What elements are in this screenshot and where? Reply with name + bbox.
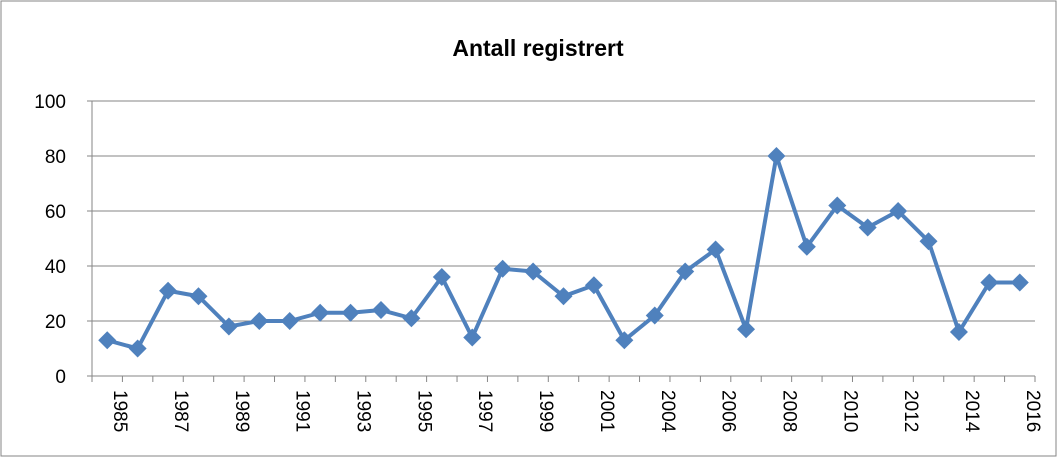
chart-title: Antall registrert [452, 35, 624, 61]
marker [189, 287, 208, 306]
x-tick-label: 2012 [900, 390, 921, 432]
marker [980, 273, 999, 292]
y-tick-label: 0 [55, 367, 66, 388]
marker [128, 339, 147, 358]
marker [280, 312, 299, 330]
y-tick-label: 40 [45, 257, 66, 278]
marker [1010, 273, 1029, 292]
y-tick-label: 100 [34, 92, 66, 113]
x-tick-label: 1989 [231, 390, 252, 432]
marker [250, 312, 269, 330]
marker [371, 301, 390, 319]
x-tick-label: 2006 [718, 390, 739, 432]
marker [615, 331, 634, 350]
marker [98, 331, 117, 350]
marker [402, 309, 421, 328]
x-tick-label: 2004 [657, 390, 678, 433]
y-tick-label: 20 [45, 312, 66, 333]
marker [493, 259, 512, 278]
x-tick-label: 1985 [109, 390, 130, 432]
y-tick-label: 60 [45, 202, 66, 223]
x-tick-label: 2008 [778, 390, 799, 432]
x-tick-label: 2014 [961, 390, 982, 433]
marker [949, 323, 968, 341]
marker [219, 317, 238, 336]
marker [919, 232, 938, 251]
marker [524, 262, 543, 281]
x-tick-label: 1999 [535, 390, 556, 432]
x-tick-label: 2010 [839, 390, 860, 432]
x-tick-label: 1993 [353, 390, 374, 432]
x-tick-label: 1987 [170, 390, 191, 432]
x-tick-label: 1995 [413, 390, 434, 432]
marker [645, 306, 664, 325]
marker [159, 281, 178, 300]
marker [828, 196, 847, 215]
marker [311, 303, 330, 322]
x-tick-label: 1997 [474, 390, 495, 432]
y-tick-label: 80 [45, 147, 66, 168]
marker [706, 240, 725, 259]
marker [584, 276, 603, 295]
marker [432, 268, 451, 286]
marker [767, 147, 786, 165]
marker [341, 303, 360, 322]
marker [463, 328, 482, 347]
marker [797, 237, 816, 256]
x-tick-label: 1991 [292, 390, 313, 432]
marker [858, 218, 877, 237]
marker [554, 287, 573, 306]
x-tick-label: 2016 [1022, 390, 1043, 432]
marker [676, 262, 695, 281]
marker [889, 202, 908, 220]
marker [737, 320, 756, 339]
x-tick-label: 2001 [596, 390, 617, 432]
